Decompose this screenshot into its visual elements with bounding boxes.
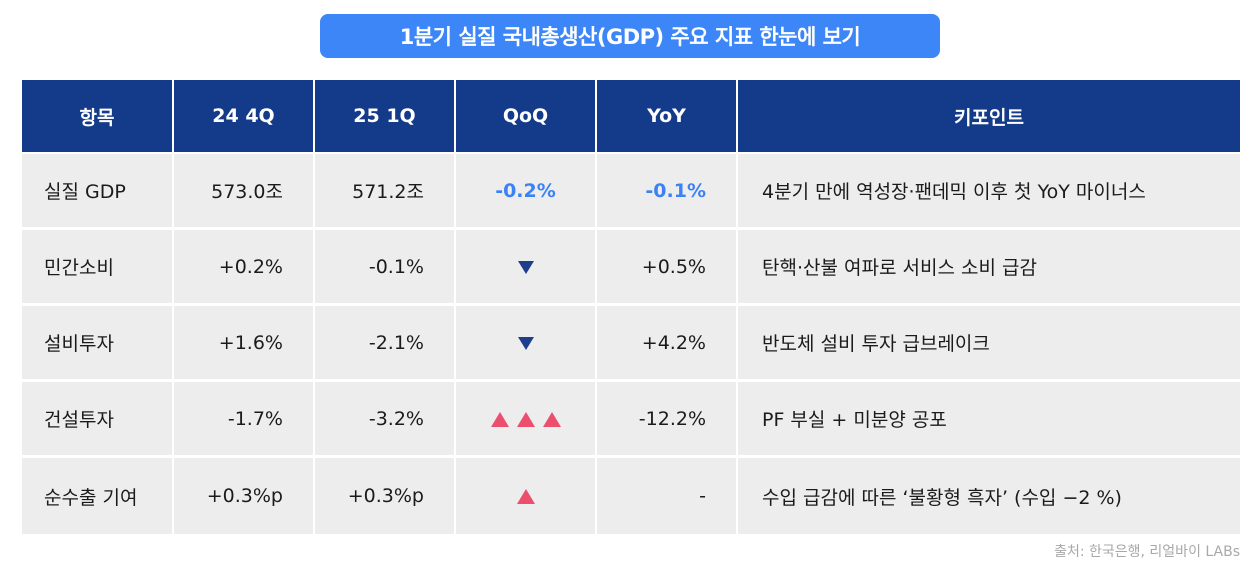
cell-item: 민간소비: [22, 230, 174, 306]
column-header-item: 항목: [22, 80, 174, 154]
cell-item: 순수출 기여: [22, 458, 174, 534]
column-header-25-1q: 25 1Q: [315, 80, 456, 154]
triangle-down-icon: [517, 260, 534, 274]
cell-25-1q: 571.2조: [315, 154, 456, 230]
triangle-down-icon: [517, 336, 534, 350]
cell-24-4q: -1.7%: [174, 382, 315, 458]
cell-yoy: +0.5%: [597, 230, 738, 306]
column-header-24-4q: 24 4Q: [174, 80, 315, 154]
table-row-net-exports: 순수출 기여 +0.3%p +0.3%p - 수입 급감에 따른 ‘불황형 흑자…: [22, 458, 1240, 534]
triangle-up-icon: [542, 411, 561, 427]
table-row-construction-investment: 건설투자 -1.7% -3.2% -12.2% PF 부실 + 미분양 공포: [22, 382, 1240, 458]
cell-qoq: [456, 306, 597, 382]
cell-24-4q: +1.6%: [174, 306, 315, 382]
page-title: 1분기 실질 국내총생산(GDP) 주요 지표 한눈에 보기: [320, 14, 940, 58]
cell-qoq: [456, 382, 597, 458]
cell-keypoint: 반도체 설비 투자 급브레이크: [738, 306, 1240, 382]
cell-25-1q: +0.3%p: [315, 458, 456, 534]
triangle-up-icon: [490, 411, 509, 427]
cell-24-4q: +0.3%p: [174, 458, 315, 534]
cell-keypoint: 4분기 만에 역성장·팬데믹 이후 첫 YoY 마이너스: [738, 154, 1240, 230]
triangle-up-icon: [516, 411, 535, 427]
column-header-yoy: YoY: [597, 80, 738, 154]
cell-24-4q: 573.0조: [174, 154, 315, 230]
cell-keypoint: 탄핵·산불 여파로 서비스 소비 급감: [738, 230, 1240, 306]
cell-yoy: -: [597, 458, 738, 534]
cell-yoy: +4.2%: [597, 306, 738, 382]
column-header-qoq: QoQ: [456, 80, 597, 154]
cell-25-1q: -0.1%: [315, 230, 456, 306]
cell-qoq: [456, 230, 597, 306]
cell-qoq: -0.2%: [456, 154, 597, 230]
cell-qoq: [456, 458, 597, 534]
cell-item: 건설투자: [22, 382, 174, 458]
cell-keypoint: 수입 급감에 따른 ‘불황형 흑자’ (수입 −2 %): [738, 458, 1240, 534]
cell-yoy: -12.2%: [597, 382, 738, 458]
table-row-facility-investment: 설비투자 +1.6% -2.1% +4.2% 반도체 설비 투자 급브레이크: [22, 306, 1240, 382]
cell-25-1q: -2.1%: [315, 306, 456, 382]
source-caption: 출처: 한국은행, 리얼바이 LABs: [1054, 544, 1240, 560]
cell-24-4q: +0.2%: [174, 230, 315, 306]
triangle-up-icon: [516, 489, 535, 504]
cell-item: 실질 GDP: [22, 154, 174, 230]
cell-keypoint: PF 부실 + 미분양 공포: [738, 382, 1240, 458]
gdp-indicator-table: 항목 24 4Q 25 1Q QoQ YoY 키포인트 실질 GDP 573.0…: [22, 80, 1240, 534]
cell-25-1q: -3.2%: [315, 382, 456, 458]
column-header-keypoint: 키포인트: [738, 80, 1240, 154]
table-row-private-consumption: 민간소비 +0.2% -0.1% +0.5% 탄핵·산불 여파로 서비스 소비 …: [22, 230, 1240, 306]
table-header-row: 항목 24 4Q 25 1Q QoQ YoY 키포인트: [22, 80, 1240, 154]
cell-yoy: -0.1%: [597, 154, 738, 230]
cell-item: 설비투자: [22, 306, 174, 382]
table-row-real-gdp: 실질 GDP 573.0조 571.2조 -0.2% -0.1% 4분기 만에 …: [22, 154, 1240, 230]
